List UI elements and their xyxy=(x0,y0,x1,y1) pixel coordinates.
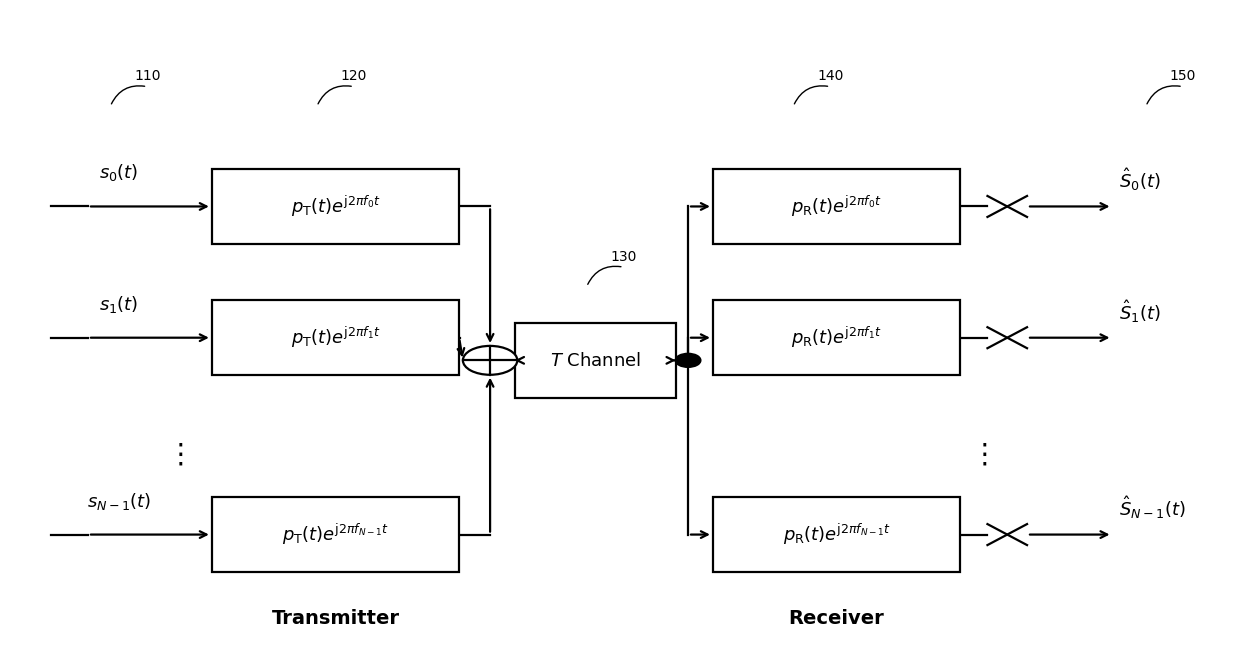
Text: $\hat{S}_1(t)$: $\hat{S}_1(t)$ xyxy=(1118,298,1161,325)
Text: Transmitter: Transmitter xyxy=(272,609,399,628)
Bar xyxy=(515,323,676,399)
Circle shape xyxy=(463,346,517,375)
Bar xyxy=(713,169,960,244)
Text: Receiver: Receiver xyxy=(789,609,884,628)
Text: 150: 150 xyxy=(1169,69,1197,84)
Bar xyxy=(212,169,459,244)
Bar xyxy=(713,300,960,376)
Text: $p_{\mathrm{T}}(t)e^{\mathrm{j}2\pi f_{N-1} t}$: $p_{\mathrm{T}}(t)e^{\mathrm{j}2\pi f_{N… xyxy=(281,522,389,547)
Bar xyxy=(212,300,459,376)
Text: $p_{\mathrm{R}}(t)e^{\mathrm{j}2\pi f_{N-1} t}$: $p_{\mathrm{R}}(t)e^{\mathrm{j}2\pi f_{N… xyxy=(782,522,890,547)
Text: $\vdots$: $\vdots$ xyxy=(970,440,987,468)
Bar xyxy=(713,497,960,572)
Text: $s_{N-1}(t)$: $s_{N-1}(t)$ xyxy=(87,490,151,511)
Circle shape xyxy=(676,354,701,367)
Text: 130: 130 xyxy=(610,250,637,264)
Text: $s_0(t)$: $s_0(t)$ xyxy=(99,163,139,183)
Text: 110: 110 xyxy=(134,69,161,84)
Text: $p_{\mathrm{T}}(t)e^{\mathrm{j}2\pi f_1 t}$: $p_{\mathrm{T}}(t)e^{\mathrm{j}2\pi f_1 … xyxy=(290,325,381,351)
Text: 120: 120 xyxy=(341,69,367,84)
Text: 140: 140 xyxy=(817,69,843,84)
Text: $\vdots$: $\vdots$ xyxy=(166,440,184,468)
Text: $\hat{S}_{N-1}(t)$: $\hat{S}_{N-1}(t)$ xyxy=(1118,495,1185,521)
Text: $p_{\mathrm{R}}(t)e^{\mathrm{j}2\pi f_0 t}$: $p_{\mathrm{R}}(t)e^{\mathrm{j}2\pi f_0 … xyxy=(791,194,882,219)
Text: $p_{\mathrm{R}}(t)e^{\mathrm{j}2\pi f_1 t}$: $p_{\mathrm{R}}(t)e^{\mathrm{j}2\pi f_1 … xyxy=(791,325,882,351)
Text: $\hat{S}_0(t)$: $\hat{S}_0(t)$ xyxy=(1118,167,1161,193)
Text: $T$ Channel: $T$ Channel xyxy=(549,352,641,370)
Bar xyxy=(212,497,459,572)
Text: $s_1(t)$: $s_1(t)$ xyxy=(99,294,139,315)
Text: $p_{\mathrm{T}}(t)e^{\mathrm{j}2\pi f_0 t}$: $p_{\mathrm{T}}(t)e^{\mathrm{j}2\pi f_0 … xyxy=(290,194,381,219)
